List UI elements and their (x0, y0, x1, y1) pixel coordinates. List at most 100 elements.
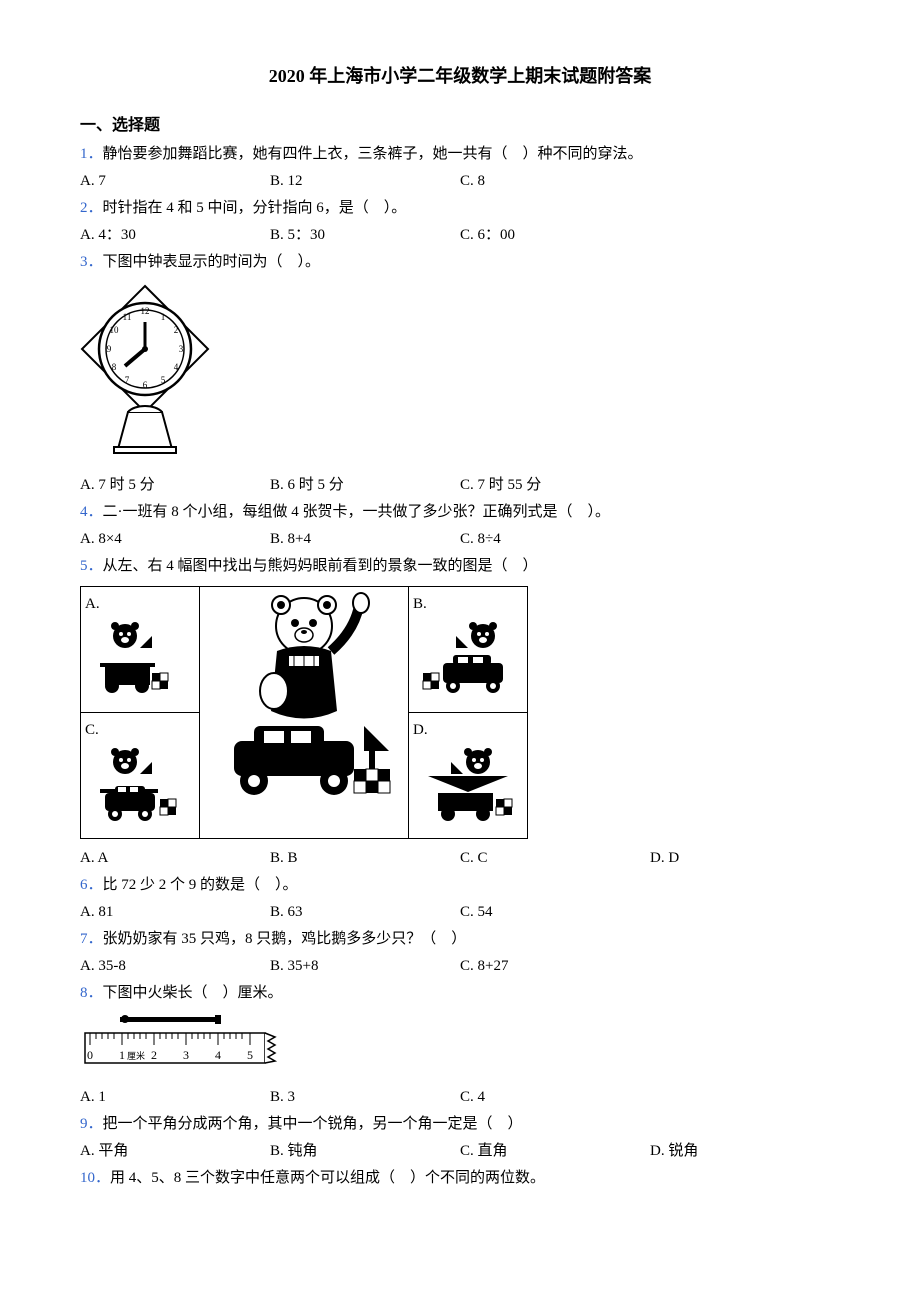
svg-text:3: 3 (179, 344, 184, 354)
q7-opt-a: A. 35-8 (80, 953, 270, 980)
bear-label-d: D. (413, 717, 523, 744)
q9-opt-c: C. 直角 (460, 1138, 650, 1165)
svg-text:10: 10 (110, 325, 120, 335)
section-heading: 一、选择题 (80, 112, 840, 141)
q2-options: A. 4：30 B. 5：30 C. 6：00 (80, 222, 840, 249)
ruler-tick-5: 5 (247, 1048, 253, 1062)
bear-figure-table: A. (80, 586, 528, 839)
q5-options: A. A B. B C. C D. D (80, 845, 840, 872)
bear-label-b: B. (413, 591, 523, 618)
q2-opt-c: C. 6：00 (460, 222, 650, 249)
svg-text:4: 4 (174, 362, 179, 372)
bear-mother-icon (209, 591, 399, 811)
q9-opt-a: A. 平角 (80, 1138, 270, 1165)
q8-options: A. 1 B. 3 C. 4 (80, 1084, 840, 1111)
bear-option-a-icon (90, 618, 190, 698)
ruler-tick-1: 1 (119, 1048, 125, 1062)
q8-num: 8． (80, 985, 103, 1001)
q6-text: 比 72 少 2 个 9 的数是（ ）。 (103, 877, 298, 893)
q5-opt-b: B. B (270, 845, 460, 872)
q1-opt-a: A. 7 (80, 168, 270, 195)
q4-opt-c: C. 8÷4 (460, 526, 650, 553)
q1-opt-b: B. 12 (270, 168, 460, 195)
q3-options: A. 7 时 5 分 B. 6 时 5 分 C. 7 时 55 分 (80, 472, 840, 499)
q5-text: 从左、右 4 幅图中找出与熊妈妈眼前看到的景象一致的图是（ ） (103, 558, 538, 574)
svg-text:5: 5 (161, 375, 166, 385)
q9-options: A. 平角 B. 钝角 C. 直角 D. 锐角 (80, 1138, 840, 1165)
q7-num: 7． (80, 931, 103, 947)
q4-num: 4． (80, 504, 103, 520)
q5-opt-a: A. A (80, 845, 270, 872)
question-10: 10．用 4、5、8 三个数字中任意两个可以组成（ ）个不同的两位数。 (80, 1165, 840, 1192)
q5-opt-c: C. C (460, 845, 650, 872)
q7-opt-c: C. 8+27 (460, 953, 650, 980)
q2-opt-b: B. 5：30 (270, 222, 460, 249)
q7-text: 张奶奶家有 35 只鸡，8 只鹅，鸡比鹅多多少只？（ ） (103, 931, 467, 947)
question-9: 9．把一个平角分成两个角，其中一个锐角，另一个角一定是（ ） (80, 1111, 840, 1138)
bear-option-b-icon (418, 618, 518, 698)
question-3: 3．下图中钟表显示的时间为（ ）。 (80, 249, 840, 276)
ruler-tick-2: 2 (151, 1048, 157, 1062)
q9-opt-d: D. 锐角 (650, 1138, 840, 1165)
q9-text: 把一个平角分成两个角，其中一个锐角，另一个角一定是（ ） (103, 1116, 523, 1132)
q8-opt-b: B. 3 (270, 1084, 460, 1111)
svg-text:7: 7 (125, 375, 130, 385)
ruler-figure: 0 1 2 3 4 5 厘米 (80, 1015, 840, 1080)
q6-opt-c: C. 54 (460, 899, 650, 926)
q8-opt-a: A. 1 (80, 1084, 270, 1111)
ruler-tick-0: 0 (87, 1048, 93, 1062)
q5-num: 5． (80, 558, 103, 574)
svg-text:12: 12 (141, 306, 150, 316)
q7-options: A. 35-8 B. 35+8 C. 8+27 (80, 953, 840, 980)
q6-opt-b: B. 63 (270, 899, 460, 926)
q6-opt-a: A. 81 (80, 899, 270, 926)
q1-text: 静怡要参加舞蹈比赛，她有四件上衣，三条裤子，她一共有（ ）种不同的穿法。 (103, 146, 643, 162)
q6-options: A. 81 B. 63 C. 54 (80, 899, 840, 926)
question-1: 1．静怡要参加舞蹈比赛，她有四件上衣，三条裤子，她一共有（ ）种不同的穿法。 (80, 141, 840, 168)
bear-option-d-icon (418, 744, 518, 824)
q2-num: 2． (80, 200, 103, 216)
q3-opt-a: A. 7 时 5 分 (80, 472, 270, 499)
bear-label-a: A. (85, 591, 195, 618)
ruler-tick-3: 3 (183, 1048, 189, 1062)
q4-opt-b: B. 8+4 (270, 526, 460, 553)
svg-text:1: 1 (161, 312, 166, 322)
q4-opt-a: A. 8×4 (80, 526, 270, 553)
question-4: 4．二·一班有 8 个小组，每组做 4 张贺卡，一共做了多少张？正确列式是（ ）… (80, 499, 840, 526)
question-5: 5．从左、右 4 幅图中找出与熊妈妈眼前看到的景象一致的图是（ ） (80, 553, 840, 580)
q1-options: A. 7 B. 12 C. 8 (80, 168, 840, 195)
svg-text:6: 6 (143, 380, 148, 390)
ruler-tick-4: 4 (215, 1048, 221, 1062)
question-2: 2．时针指在 4 和 5 中间，分针指向 6，是（ ）。 (80, 195, 840, 222)
q4-options: A. 8×4 B. 8+4 C. 8÷4 (80, 526, 840, 553)
q10-num: 10． (80, 1170, 110, 1186)
question-8: 8．下图中火柴长（ ）厘米。 (80, 980, 840, 1007)
page-title: 2020 年上海市小学二年级数学上期末试题附答案 (80, 60, 840, 92)
q3-text: 下图中钟表显示的时间为（ ）。 (103, 254, 321, 270)
q5-opt-d: D. D (650, 845, 840, 872)
svg-text:2: 2 (174, 325, 179, 335)
q9-num: 9． (80, 1116, 103, 1132)
q8-text: 下图中火柴长（ ）厘米。 (103, 985, 283, 1001)
q2-text: 时针指在 4 和 5 中间，分针指向 6，是（ ）。 (103, 200, 407, 216)
q6-num: 6． (80, 877, 103, 893)
q3-opt-b: B. 6 时 5 分 (270, 472, 460, 499)
q3-opt-c: C. 7 时 55 分 (460, 472, 650, 499)
q2-opt-a: A. 4：30 (80, 222, 270, 249)
q9-opt-b: B. 钝角 (270, 1138, 460, 1165)
clock-icon: 12 1 2 3 4 5 6 7 8 9 10 11 (80, 284, 210, 454)
bear-option-c-icon (90, 744, 190, 824)
clock-figure: 12 1 2 3 4 5 6 7 8 9 10 11 (80, 284, 840, 464)
q1-num: 1． (80, 146, 103, 162)
question-6: 6．比 72 少 2 个 9 的数是（ ）。 (80, 872, 840, 899)
q8-opt-c: C. 4 (460, 1084, 650, 1111)
question-7: 7．张奶奶家有 35 只鸡，8 只鹅，鸡比鹅多多少只？（ ） (80, 926, 840, 953)
ruler-icon: 0 1 2 3 4 5 厘米 (80, 1015, 280, 1070)
ruler-unit: 厘米 (127, 1050, 145, 1061)
svg-text:9: 9 (107, 344, 112, 354)
q3-num: 3． (80, 254, 103, 270)
q10-text: 用 4、5、8 三个数字中任意两个可以组成（ ）个不同的两位数。 (110, 1170, 545, 1186)
bear-label-c: C. (85, 717, 195, 744)
q4-text: 二·一班有 8 个小组，每组做 4 张贺卡，一共做了多少张？正确列式是（ ）。 (103, 504, 611, 520)
q7-opt-b: B. 35+8 (270, 953, 460, 980)
